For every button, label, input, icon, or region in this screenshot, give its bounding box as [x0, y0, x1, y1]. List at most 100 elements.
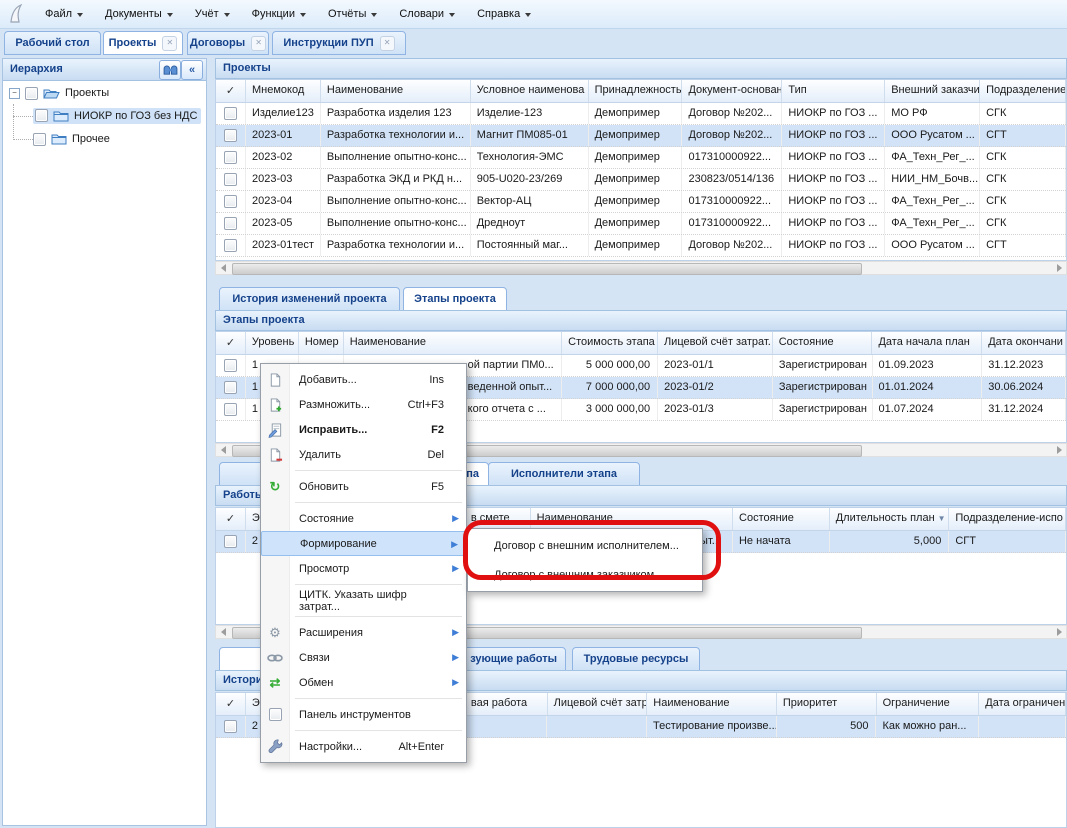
- menubar-item-file[interactable]: Файл: [34, 5, 94, 23]
- row-checkbox[interactable]: [223, 535, 237, 548]
- menubar-item-accounting[interactable]: Учёт: [184, 5, 241, 23]
- column-header[interactable]: Состояние: [733, 508, 830, 530]
- tree-checkbox[interactable]: [35, 109, 48, 122]
- tab-project-stages[interactable]: Этапы проекта: [403, 287, 507, 311]
- scroll-left-icon[interactable]: [216, 626, 230, 638]
- column-header[interactable]: Мнемокод: [246, 80, 321, 102]
- row-checkbox[interactable]: [223, 720, 237, 733]
- submenu-item-external-customer-contract[interactable]: Договор с внешним заказчиком...: [494, 568, 664, 581]
- tab-projects[interactable]: Проекты ✕: [103, 31, 183, 55]
- tree-checkbox[interactable]: [33, 132, 46, 146]
- search-icon[interactable]: [159, 60, 181, 80]
- table-row[interactable]: Изделие123 Разработка изделия 123 Изделие-…: [216, 103, 1066, 125]
- column-header[interactable]: Наименование: [647, 693, 777, 715]
- column-header[interactable]: Номер: [299, 332, 344, 354]
- column-header[interactable]: Подразделение: [980, 80, 1066, 102]
- column-header[interactable]: Наименование: [321, 80, 471, 102]
- column-header[interactable]: Тип: [782, 80, 886, 102]
- menu-item-edit[interactable]: Исправить... F2: [261, 417, 466, 442]
- column-header[interactable]: Лицевой счёт затр: [548, 693, 648, 715]
- column-header[interactable]: Подразделение-испо: [949, 508, 1066, 530]
- table-row[interactable]: 2023-02 Выполнение опытно-конс... Технолог…: [216, 147, 1066, 169]
- tab-project-history[interactable]: История изменений проекта: [219, 287, 400, 311]
- menu-item-add[interactable]: Добавить... Ins: [261, 367, 466, 392]
- column-header[interactable]: Наименование: [531, 508, 734, 530]
- tab-desktop[interactable]: Рабочий стол: [4, 31, 101, 55]
- row-checkbox[interactable]: [223, 173, 237, 186]
- column-header[interactable]: вая работа: [271, 693, 548, 715]
- row-checkbox[interactable]: [223, 403, 237, 416]
- tab-labor-resources[interactable]: Трудовые ресурсы: [572, 647, 700, 671]
- tab-instructions[interactable]: Инструкции ПУП ✕: [272, 31, 406, 55]
- column-header[interactable]: Дата ограничени: [979, 693, 1066, 715]
- scroll-left-icon[interactable]: [216, 262, 230, 274]
- column-header[interactable]: ✓: [216, 508, 246, 530]
- close-icon[interactable]: ✕: [162, 35, 178, 51]
- scrollbar-thumb[interactable]: [232, 263, 862, 275]
- collapse-panel-icon[interactable]: «: [181, 60, 203, 80]
- table-row[interactable]: 2023-03 Разработка ЭКД и РКД н... 905-U020…: [216, 169, 1066, 191]
- scroll-left-icon[interactable]: [216, 444, 230, 456]
- row-checkbox[interactable]: [223, 381, 237, 394]
- table-row[interactable]: 2023-05 Выполнение опытно-конс... Дредноут…: [216, 213, 1066, 235]
- column-header[interactable]: Дата окончани: [982, 332, 1066, 354]
- menu-item-exchange[interactable]: ⇄ Обмен ▶: [261, 670, 466, 695]
- column-header[interactable]: Документ-основан: [682, 80, 783, 102]
- table-row[interactable]: 2023-01тест Разработка технологии и... Пос…: [216, 235, 1066, 257]
- menu-item-citk-cost-code[interactable]: ЦИТК. Указать шифр затрат...: [299, 588, 407, 613]
- menubar-item-documents[interactable]: Документы: [94, 5, 184, 23]
- tab-contracts[interactable]: Договоры ✕: [187, 31, 269, 55]
- table-row[interactable]: 2023-04 Выполнение опытно-конс... Вектор-А…: [216, 191, 1066, 213]
- column-header[interactable]: Условное наименова: [471, 80, 589, 102]
- menu-item-state[interactable]: Состояние ▶: [299, 512, 459, 525]
- close-icon[interactable]: ✕: [251, 35, 267, 51]
- row-checkbox[interactable]: [223, 217, 237, 230]
- row-checkbox[interactable]: [223, 359, 237, 372]
- column-header[interactable]: Уровень: [246, 332, 299, 354]
- column-header[interactable]: Состояние: [773, 332, 873, 354]
- column-header[interactable]: Принадлежность: [589, 80, 683, 102]
- tree-node-projects[interactable]: − Проекты: [9, 82, 109, 104]
- tree-expander-icon[interactable]: −: [9, 87, 20, 99]
- menubar-item-help[interactable]: Справка: [466, 5, 542, 23]
- horizontal-scrollbar[interactable]: [215, 261, 1067, 275]
- scroll-right-icon[interactable]: [1052, 444, 1066, 456]
- row-checkbox[interactable]: [223, 151, 237, 164]
- column-header[interactable]: Ограничение: [877, 693, 980, 715]
- row-checkbox[interactable]: [223, 239, 237, 252]
- column-header[interactable]: Лицевой счёт затрат.: [658, 332, 773, 354]
- menu-item-refresh[interactable]: ↻ Обновить F5: [261, 474, 466, 499]
- menu-item-duplicate[interactable]: Размножить... Ctrl+F3: [261, 392, 466, 417]
- menu-item-formation[interactable]: Формирование ▶: [261, 531, 466, 556]
- menu-item-links[interactable]: Связи ▶: [261, 645, 466, 670]
- scroll-right-icon[interactable]: [1052, 626, 1066, 638]
- column-header[interactable]: ✓: [216, 80, 246, 102]
- column-header[interactable]: Длительность план ▼: [830, 508, 950, 530]
- row-checkbox[interactable]: [223, 107, 237, 120]
- row-checkbox[interactable]: [223, 195, 237, 208]
- menu-item-settings[interactable]: Настройки... Alt+Enter: [261, 734, 466, 759]
- row-checkbox[interactable]: [223, 129, 237, 142]
- column-header[interactable]: Дата начала план: [872, 332, 983, 354]
- menubar-item-reports[interactable]: Отчёты: [317, 5, 388, 23]
- tree-checkbox[interactable]: [25, 86, 38, 100]
- menu-item-view[interactable]: Просмотр ▶: [299, 562, 459, 575]
- table-row[interactable]: 2023-01 Разработка технологии и... Магнит …: [216, 125, 1066, 147]
- submenu-item-external-executor-contract[interactable]: Договор с внешним исполнителем...: [494, 539, 679, 552]
- menubar-item-functions[interactable]: Функции: [241, 5, 317, 23]
- tab-stage-executors[interactable]: Исполнители этапа: [488, 462, 640, 486]
- close-icon[interactable]: ✕: [379, 35, 395, 51]
- column-header[interactable]: Внешний заказчик: [885, 80, 981, 102]
- menu-item-extensions[interactable]: ⚙ Расширения ▶: [261, 620, 466, 645]
- tree-node-other[interactable]: Прочее: [33, 128, 110, 150]
- tree-node-niokr[interactable]: НИОКР по ГОЗ без НДС: [33, 105, 202, 127]
- column-header[interactable]: ✓: [216, 693, 246, 715]
- column-header[interactable]: Наименование: [344, 332, 563, 354]
- menu-item-delete[interactable]: Удалить Del: [261, 442, 466, 467]
- scroll-right-icon[interactable]: [1052, 262, 1066, 274]
- menu-item-toolbar-toggle[interactable]: Панель инструментов: [261, 702, 466, 727]
- menubar-item-dictionaries[interactable]: Словари: [388, 5, 466, 23]
- column-header[interactable]: ✓: [216, 332, 246, 354]
- column-header[interactable]: Стоимость этапа: [562, 332, 658, 354]
- column-header[interactable]: Приоритет: [777, 693, 877, 715]
